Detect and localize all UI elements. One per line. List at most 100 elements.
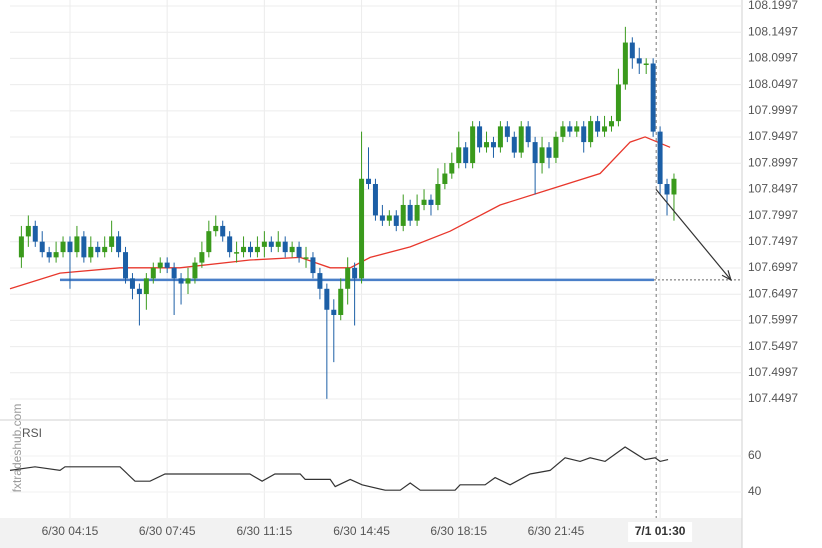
- candle-body: [657, 131, 663, 185]
- candle-body: [143, 278, 149, 295]
- candle-body: [81, 236, 87, 258]
- candle-body: [372, 184, 378, 216]
- x-tick-label: 6/30 21:45: [528, 524, 585, 538]
- candle-body: [220, 225, 226, 237]
- y-tick-label: 107.4997: [748, 365, 798, 379]
- candle-body: [497, 126, 503, 148]
- candle-body: [470, 126, 476, 164]
- candle-body: [282, 241, 288, 253]
- candle-body: [400, 204, 406, 226]
- candle-body: [234, 252, 240, 254]
- candle-body: [296, 246, 302, 258]
- candle-body: [428, 199, 434, 205]
- candle-body: [484, 142, 490, 148]
- y-tick-label: 107.9497: [748, 129, 798, 143]
- candle-body: [664, 184, 670, 195]
- x-tick-label: 6/30 11:15: [236, 524, 292, 538]
- candle-body: [643, 63, 649, 66]
- candle-body: [352, 267, 358, 279]
- tick-highlight: [628, 522, 693, 542]
- candle-body: [546, 147, 552, 158]
- candle-body: [199, 252, 205, 263]
- candle-body: [331, 309, 337, 315]
- x-tick-label: 6/30 14:45: [333, 524, 390, 538]
- candle-body: [574, 126, 580, 132]
- candle-body: [553, 136, 559, 158]
- candle-body: [414, 204, 420, 221]
- candle-body: [407, 204, 413, 221]
- candle-body: [192, 262, 198, 279]
- candle-body: [435, 184, 441, 205]
- candle-body: [164, 262, 170, 268]
- candle-body: [525, 126, 531, 143]
- candle-body: [386, 215, 392, 221]
- candle-body: [671, 178, 677, 195]
- candle-body: [136, 288, 142, 295]
- x-tick-label: 7/1 01:30: [635, 524, 686, 538]
- candle-body: [46, 252, 52, 258]
- candle-body: [60, 241, 66, 253]
- y-tick-label: 108.0997: [748, 51, 798, 65]
- candle-body: [261, 241, 267, 247]
- watermark: fxtradeshub.com: [10, 404, 24, 493]
- candle-body: [275, 241, 281, 247]
- candle-body: [247, 246, 253, 253]
- candle-body: [532, 142, 538, 164]
- candle-body: [268, 241, 274, 247]
- y-tick-label: 107.8997: [748, 155, 798, 169]
- candle-body: [74, 236, 80, 253]
- candle-body: [595, 121, 601, 132]
- candle-body: [622, 42, 628, 85]
- y-tick-label: 107.6997: [748, 260, 798, 274]
- candle-body: [95, 246, 101, 253]
- candle-body: [636, 58, 642, 64]
- x-tick-label: 6/30 18:15: [430, 524, 487, 538]
- y-tick-label: 108.1997: [748, 0, 798, 12]
- candle-body: [338, 288, 344, 315]
- candle-body: [178, 278, 184, 284]
- candle-body: [109, 236, 115, 247]
- candle-body: [608, 121, 614, 127]
- candle-body: [504, 126, 510, 137]
- y-tick-label: 107.7997: [748, 208, 798, 222]
- candle-body: [53, 252, 59, 258]
- candle-body: [310, 257, 316, 274]
- candle-body: [511, 136, 517, 153]
- candle-body: [463, 147, 469, 164]
- rsi-tick-label: 40: [748, 484, 762, 498]
- candle-body: [129, 278, 135, 289]
- candle-body: [359, 178, 365, 279]
- x-axis-band: [0, 518, 742, 548]
- candle-body: [379, 215, 385, 221]
- candle-body: [629, 42, 635, 59]
- candle-body: [421, 199, 427, 205]
- candle-body: [518, 126, 524, 153]
- candle-body: [289, 246, 295, 253]
- y-tick-label: 107.7497: [748, 234, 798, 248]
- candle-body: [67, 241, 73, 253]
- candle-body: [185, 278, 191, 284]
- candle-body: [303, 257, 309, 259]
- candle-body: [227, 236, 233, 253]
- candle-body: [449, 163, 455, 174]
- candle-body: [490, 142, 496, 148]
- candle-body: [650, 63, 656, 132]
- y-tick-label: 108.1497: [748, 24, 798, 38]
- candle-body: [602, 126, 608, 132]
- y-tick-label: 107.6497: [748, 286, 798, 300]
- candle-body: [615, 84, 621, 122]
- candle-body: [581, 126, 587, 143]
- rsi-tick-label: 60: [748, 448, 762, 462]
- y-tick-label: 107.5997: [748, 313, 798, 327]
- candle-body: [442, 173, 448, 185]
- candle-body: [171, 267, 177, 279]
- candle-body: [25, 225, 31, 237]
- candle-body: [393, 215, 399, 226]
- x-tick-label: 6/30 07:45: [139, 524, 196, 538]
- candle-body: [254, 246, 260, 253]
- y-tick-label: 108.0497: [748, 77, 798, 91]
- candle-body: [123, 252, 129, 279]
- candle-body: [213, 225, 219, 232]
